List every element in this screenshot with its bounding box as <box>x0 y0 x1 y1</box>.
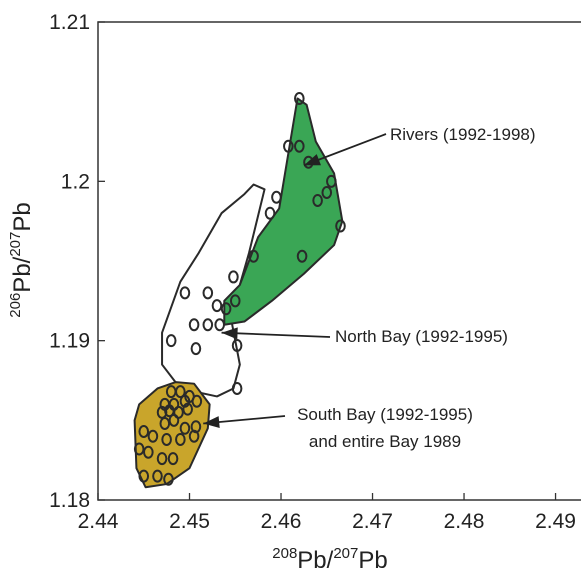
data-point <box>143 445 154 459</box>
y-tick-label: 1.18 <box>49 489 90 512</box>
annotation-south-bay-line1: South Bay (1992-1995) <box>297 405 473 424</box>
data-point <box>294 139 305 153</box>
data-point <box>179 421 191 435</box>
x-axis-title: 208Pb/207Pb <box>272 545 387 574</box>
data-point <box>312 193 323 207</box>
x-axis: 2.44 2.45 2.46 2.47 2.48 2.49 <box>78 493 576 533</box>
y-tick-label: 1.2 <box>61 170 90 193</box>
y-axis: 1.18 1.19 1.2 1.21 <box>49 11 105 512</box>
data-point <box>175 432 186 446</box>
annotation-rivers: Rivers (1992-1998) <box>390 125 536 144</box>
region-0 <box>223 97 344 326</box>
x-tick-label: 2.46 <box>261 510 302 533</box>
x-tick-label: 2.48 <box>444 510 485 533</box>
annotation-north-bay: North Bay (1992-1995) <box>335 327 508 346</box>
data-point <box>163 472 174 486</box>
arrow-head <box>203 416 220 429</box>
x-tick-label: 2.47 <box>352 510 393 533</box>
arrow-head <box>221 327 238 340</box>
x-tick-label: 2.44 <box>78 510 119 533</box>
arrow-head <box>303 154 321 166</box>
data-point <box>133 442 145 456</box>
data-point <box>283 139 294 153</box>
data-point <box>248 249 259 263</box>
data-point <box>161 432 172 446</box>
data-point <box>271 190 282 204</box>
x-tick-label: 2.45 <box>169 510 210 533</box>
data-point <box>321 185 333 199</box>
data-point <box>168 413 180 427</box>
data-point <box>294 91 305 105</box>
regions-layer <box>133 97 344 489</box>
data-point <box>296 249 308 263</box>
data-point <box>156 452 168 466</box>
data-point <box>264 206 276 220</box>
data-point <box>326 174 337 188</box>
data-point <box>202 286 214 300</box>
data-point <box>191 394 203 408</box>
data-point <box>220 302 232 316</box>
data-point <box>229 294 241 308</box>
data-point <box>147 429 159 443</box>
data-point <box>138 469 150 483</box>
data-point <box>152 469 163 483</box>
x-tick-label: 2.49 <box>535 510 576 533</box>
data-point <box>167 452 179 466</box>
data-point <box>179 394 191 408</box>
data-point <box>228 270 239 284</box>
data-point <box>190 342 202 356</box>
data-point <box>231 381 243 395</box>
data-point <box>165 334 177 348</box>
data-point <box>202 318 214 332</box>
y-tick-label: 1.21 <box>49 11 90 34</box>
data-point <box>211 299 223 313</box>
arrows-layer <box>203 133 387 429</box>
data-point <box>138 424 150 438</box>
plot-frame <box>97 21 581 501</box>
data-point <box>159 417 171 431</box>
data-point <box>156 405 168 419</box>
arrow-line <box>221 331 331 338</box>
y-tick-label: 1.19 <box>49 330 90 353</box>
data-point <box>182 402 193 416</box>
data-point <box>188 429 200 443</box>
points-layer <box>133 91 346 486</box>
data-point <box>179 286 191 300</box>
data-point <box>231 338 243 352</box>
region-2 <box>133 381 211 489</box>
data-point <box>175 385 186 399</box>
annotation-south-bay-line2: and entire Bay 1989 <box>309 432 461 451</box>
data-point <box>188 318 200 332</box>
data-point <box>214 318 226 332</box>
y-axis-title: 206Pb/207Pb <box>7 202 36 317</box>
data-point <box>335 219 346 233</box>
